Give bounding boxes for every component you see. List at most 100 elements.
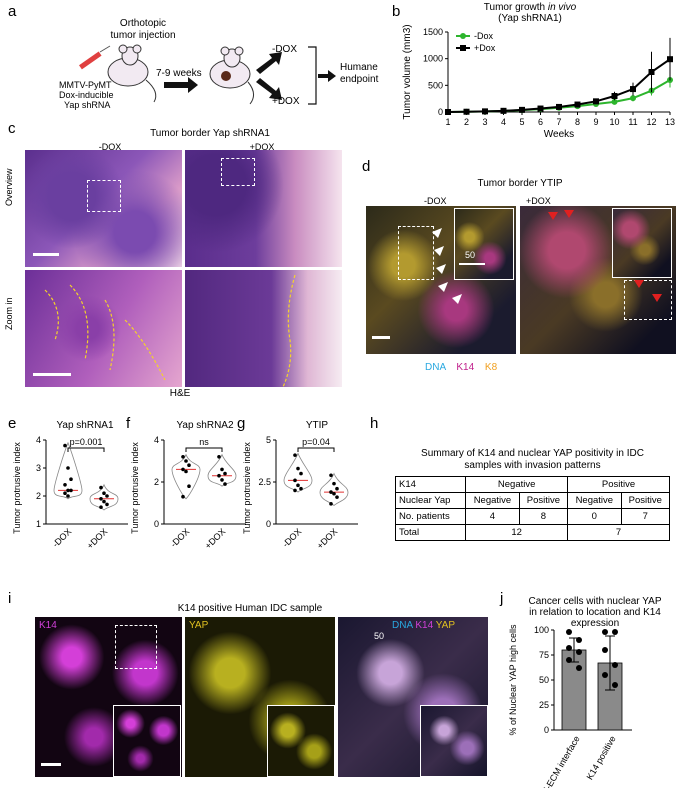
data-point — [556, 103, 562, 110]
arm-plus-dox: +DOX — [272, 96, 300, 107]
data-point — [69, 477, 73, 481]
data-point — [66, 494, 70, 498]
x-tick-label: 8 — [575, 117, 580, 127]
panel-a-label: a — [8, 3, 17, 20]
mouse-icon-1 — [107, 44, 157, 103]
arm-minus-dox: -DOX — [272, 44, 297, 55]
data-point — [63, 483, 67, 487]
table-cell: Nuclear Yap — [394, 492, 467, 509]
data-point — [602, 672, 608, 678]
data-point — [612, 662, 618, 668]
data-point — [335, 486, 339, 491]
table-row: K14 Negative Positive — [394, 476, 670, 493]
panel-j-title-2: in relation to location and K14 expressi… — [529, 607, 661, 629]
data-point — [217, 473, 221, 478]
data-point — [630, 95, 636, 102]
data-point — [217, 455, 221, 459]
channel-label-yap: YAP — [189, 620, 209, 631]
panel-g-label: g — [237, 415, 246, 432]
data-point — [220, 467, 224, 472]
violin-shape — [89, 483, 119, 511]
data-point — [463, 108, 470, 115]
panel-b-subtitle: (Yap shRNA1) — [498, 13, 562, 24]
x-tick-label: +DOX — [315, 526, 340, 551]
channel-label-k14: K14 — [39, 620, 57, 631]
panel-b-title: Tumor growth in vivo — [440, 2, 620, 13]
panel-c-col-minus: -DOX — [98, 142, 122, 152]
data-point — [99, 485, 103, 490]
syringe-icon — [79, 45, 111, 70]
panel-h-title-1: Summary of K14 and nuclear YAP positivit… — [421, 448, 644, 459]
data-point — [296, 466, 300, 471]
panel-j-label: j — [500, 590, 504, 607]
x-tick-label: -DOX — [50, 526, 73, 549]
x-tick-label: Cell-ECM interface — [535, 734, 581, 788]
x-tick-label: -DOX — [168, 526, 191, 549]
data-point — [66, 488, 70, 493]
data-point — [566, 645, 572, 651]
data-point — [299, 486, 303, 491]
panel-h-label: h — [370, 415, 379, 432]
table-cell: Negative — [567, 492, 622, 509]
inset-minus-dox: 50 — [454, 208, 514, 280]
y-axis-label: Tumor volume (mm3) — [402, 24, 413, 119]
y-tick-label: 2.5 — [258, 477, 271, 487]
panel-j-title-1: Cancer cells with nuclear YAP — [528, 596, 662, 607]
significance-bracket — [185, 447, 223, 452]
violin-shape — [171, 453, 201, 500]
violin-shape — [283, 452, 313, 493]
zoom-region-box — [87, 180, 121, 212]
scale-bar-i — [41, 763, 61, 766]
merge-label-k14: K14 — [415, 620, 434, 631]
data-point — [576, 637, 582, 643]
table-row: Nuclear Yap Negative Positive Negative P… — [394, 492, 671, 509]
x-tick-label: 10 — [609, 117, 619, 127]
data-point — [329, 490, 333, 494]
data-point — [576, 665, 582, 671]
y-tick-label: 4 — [36, 435, 41, 445]
legend-d: DNA K14 K8 — [425, 362, 497, 373]
significance-bracket — [67, 447, 105, 452]
mouse-label-1: MMTV-PyMT — [59, 80, 112, 90]
x-tick-label: 12 — [646, 117, 656, 127]
x-tick-label: 2 — [464, 117, 469, 127]
y-axis-label: Tumor protrusive index — [12, 442, 22, 534]
bar — [561, 649, 587, 731]
data-point — [187, 463, 191, 467]
table-cell: Positive — [620, 492, 671, 509]
significance-label: p=0.001 — [70, 437, 103, 447]
table-cell: Negative — [465, 476, 569, 493]
legend-k8: K8 — [484, 362, 498, 373]
y-tick-label: 75 — [539, 650, 549, 660]
panel-d-col-plus: +DOX — [526, 196, 551, 206]
data-point — [602, 647, 608, 653]
panel-c-title: Tumor border Yap shRNA1 — [150, 128, 270, 139]
data-point — [66, 466, 70, 470]
data-point — [648, 69, 655, 75]
table-cell: K14 — [394, 476, 467, 493]
table-cell: Negative — [465, 492, 520, 509]
data-point — [181, 467, 185, 472]
endpoint-label-2: endpoint — [340, 74, 379, 85]
legend-label: +Dox — [474, 43, 496, 53]
y-tick-label: 3 — [36, 463, 41, 473]
table-cell: 0 — [567, 508, 622, 525]
data-point — [630, 86, 636, 93]
data-point — [576, 649, 582, 655]
data-point — [332, 481, 336, 486]
table-cell: 12 — [465, 524, 569, 541]
x-tick-label: 3 — [482, 117, 487, 127]
data-point — [63, 443, 67, 448]
he-zoom-minus-dox — [25, 270, 182, 387]
data-point — [181, 455, 185, 459]
table-cell: 7 — [620, 508, 671, 525]
scale-bar — [33, 253, 59, 256]
table-cell: Positive — [567, 476, 670, 493]
table-cell: No. patients — [394, 508, 467, 525]
data-point — [293, 478, 297, 483]
y-tick-label: 0 — [544, 725, 549, 735]
y-tick-label: 1500 — [423, 27, 443, 37]
x-tick-label: 5 — [519, 117, 524, 127]
y-tick-label: 50 — [539, 675, 549, 685]
